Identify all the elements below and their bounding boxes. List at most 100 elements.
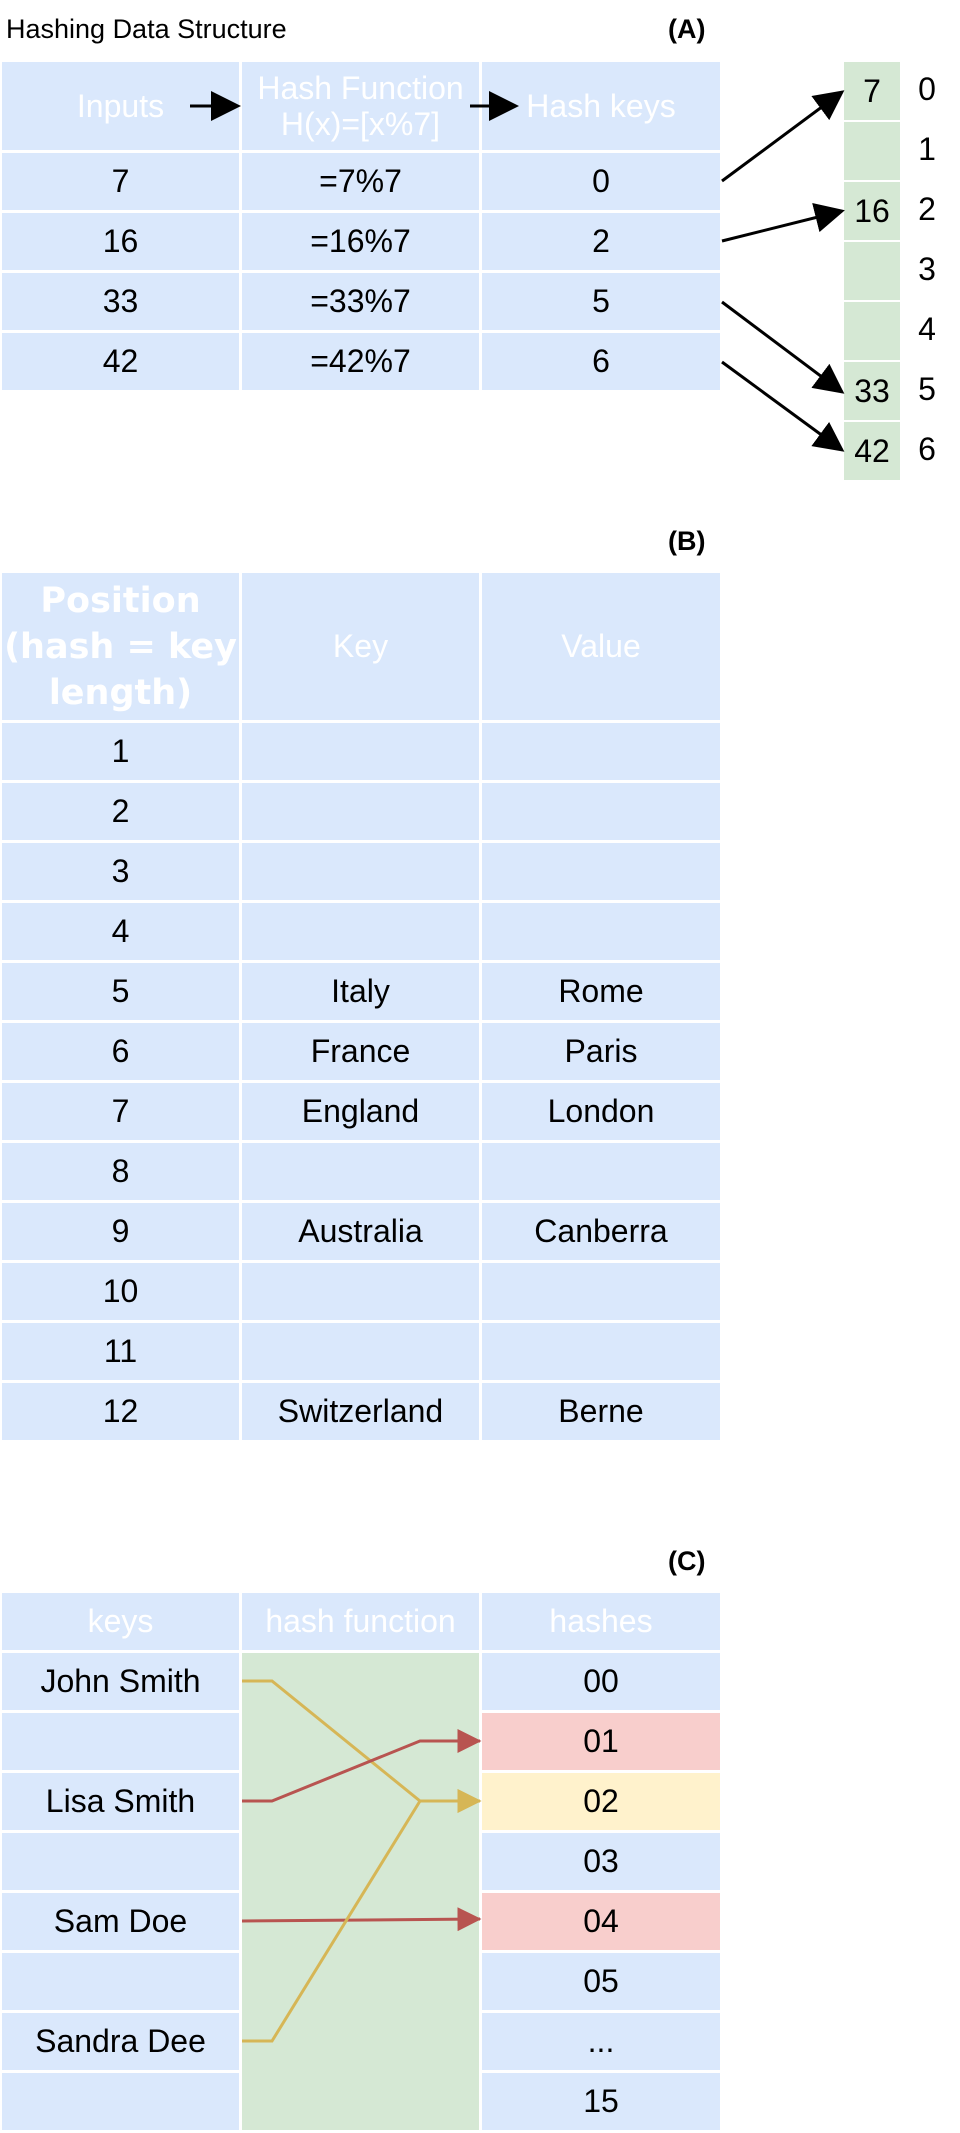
row-b-3-value — [482, 843, 720, 900]
row-b-11-key — [242, 1323, 479, 1380]
hash-cell-1: 00 — [482, 1653, 720, 1710]
header-hash-function: Hash Function H(x)=[x%7] — [242, 62, 479, 150]
hash-function-box — [242, 1653, 479, 2130]
header-hashes: hashes — [482, 1593, 720, 1650]
header-position: Position (hash = key length) — [2, 573, 239, 720]
row-a-1-formula: =7%7 — [242, 153, 479, 210]
hash-cell-5: 04 — [482, 1893, 720, 1950]
header-hash-function-c: hash function — [242, 1593, 479, 1650]
row-b-5-key: Italy — [242, 963, 479, 1020]
bucket-4-index: 4 — [918, 311, 936, 347]
mapping-sam-doe — [241, 1907, 482, 1932]
row-b-12-value: Berne — [482, 1383, 720, 1440]
bucket-6-value: 42 — [844, 422, 900, 480]
section-a-label: (A) — [668, 14, 706, 44]
bucket-2-value: 16 — [844, 182, 900, 240]
row-b-6-position: 6 — [2, 1023, 239, 1080]
hash-cell-3: 02 — [482, 1773, 720, 1830]
hash-cell-6: 05 — [482, 1953, 720, 2010]
bucket-1-value — [844, 122, 900, 180]
row-b-5-position: 5 — [2, 963, 239, 1020]
row-b-10-value — [482, 1263, 720, 1320]
row-b-11-position: 11 — [2, 1323, 239, 1380]
row-a-4-input: 42 — [2, 333, 239, 390]
key-cell-5: Sam Doe — [2, 1893, 239, 1950]
row-b-4-value — [482, 903, 720, 960]
row-a-1-input: 7 — [2, 153, 239, 210]
row-b-9-value: Canberra — [482, 1203, 720, 1260]
key-cell-3: Lisa Smith — [2, 1773, 239, 1830]
header-hash-keys: Hash keys — [482, 62, 720, 150]
header-hash-function-line1: Hash Function — [257, 70, 464, 106]
row-a-4-formula: =42%7 — [242, 333, 479, 390]
header-position-line3: length) — [48, 672, 193, 713]
key-cell-4 — [2, 1833, 239, 1890]
row-b-1-value — [482, 723, 720, 780]
row-a-2-input: 16 — [2, 213, 239, 270]
bucket-3-index: 3 — [918, 251, 936, 287]
bucket-0-value: 7 — [844, 62, 900, 120]
row-b-11-value — [482, 1323, 720, 1380]
row-b-1-key — [242, 723, 479, 780]
hash-cell-8: 15 — [482, 2073, 720, 2130]
key-cell-1: John Smith — [2, 1653, 239, 1710]
row-b-3-key — [242, 843, 479, 900]
arrow-key-6-to-bucket — [721, 360, 845, 452]
header-hash-function-line2: H(x)=[x%7] — [280, 106, 441, 142]
row-a-4-key: 6 — [482, 333, 720, 390]
row-b-7-key: England — [242, 1083, 479, 1140]
arrow-key-5-to-bucket — [721, 300, 845, 394]
diagram-title: Hashing Data Structure — [6, 14, 287, 44]
arrow-key-2-to-bucket — [721, 202, 845, 243]
bucket-0-index: 0 — [918, 71, 936, 107]
hash-cell-2: 01 — [482, 1713, 720, 1770]
key-cell-6 — [2, 1953, 239, 2010]
row-b-9-position: 9 — [2, 1203, 239, 1260]
key-cell-7: Sandra Dee — [2, 2013, 239, 2070]
row-b-6-value: Paris — [482, 1023, 720, 1080]
arrow-key-0-to-bucket — [721, 90, 845, 183]
row-b-4-key — [242, 903, 479, 960]
row-b-7-value: London — [482, 1083, 720, 1140]
section-c-label: (C) — [668, 1546, 706, 1576]
bucket-4-value — [844, 302, 900, 360]
row-b-8-key — [242, 1143, 479, 1200]
row-b-9-key: Australia — [242, 1203, 479, 1260]
row-b-7-position: 7 — [2, 1083, 239, 1140]
section-b-label: (B) — [668, 526, 706, 556]
row-b-5-value: Rome — [482, 963, 720, 1020]
bucket-3-value — [844, 242, 900, 300]
row-b-12-key: Switzerland — [242, 1383, 479, 1440]
bucket-6-index: 6 — [918, 431, 936, 467]
key-cell-8 — [2, 2073, 239, 2130]
row-b-8-position: 8 — [2, 1143, 239, 1200]
key-cell-2 — [2, 1713, 239, 1770]
row-b-1-position: 1 — [2, 723, 239, 780]
row-b-2-key — [242, 783, 479, 840]
row-a-3-input: 33 — [2, 273, 239, 330]
row-b-2-value — [482, 783, 720, 840]
row-b-3-position: 3 — [2, 843, 239, 900]
mapping-sandra-dee — [242, 1789, 482, 2043]
row-b-10-key — [242, 1263, 479, 1320]
bucket-5-index: 5 — [918, 371, 936, 407]
row-b-8-value — [482, 1143, 720, 1200]
row-a-2-formula: =16%7 — [242, 213, 479, 270]
bucket-1-index: 1 — [918, 131, 936, 167]
row-a-3-formula: =33%7 — [242, 273, 479, 330]
hash-cell-4: 03 — [482, 1833, 720, 1890]
row-a-1-key: 0 — [482, 153, 720, 210]
row-a-2-key: 2 — [482, 213, 720, 270]
bucket-2-index: 2 — [918, 191, 936, 227]
row-b-2-position: 2 — [2, 783, 239, 840]
header-position-line2: (hash = key — [4, 626, 237, 667]
row-b-12-position: 12 — [2, 1383, 239, 1440]
row-b-4-position: 4 — [2, 903, 239, 960]
hash-cell-7: ... — [482, 2013, 720, 2070]
row-b-6-key: France — [242, 1023, 479, 1080]
header-value: Value — [482, 573, 720, 720]
mapping-lisa-smith — [242, 1729, 482, 1803]
row-b-10-position: 10 — [2, 1263, 239, 1320]
header-key: Key — [242, 573, 479, 720]
